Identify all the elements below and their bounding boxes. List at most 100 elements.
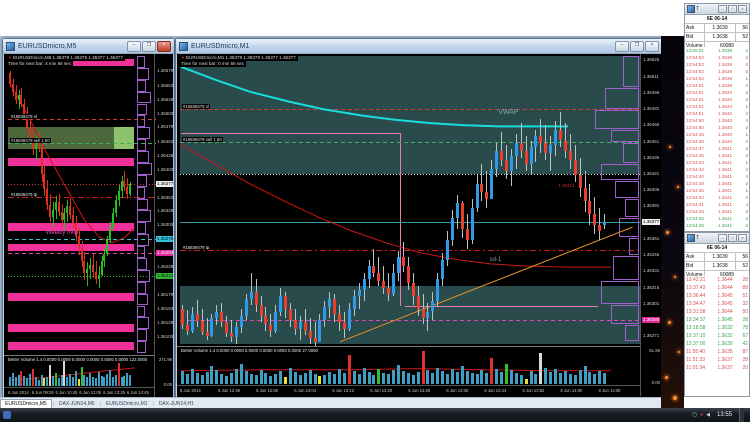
chart-tab[interactable]: EURUSDmicro,M1 bbox=[105, 400, 148, 407]
tns-tape[interactable]: 13:55:01 1.3639 2 13:54:52 1.3639 2 13:54:52 1.… bbox=[685, 47, 749, 231]
volume-bar bbox=[74, 370, 77, 386]
volume-bar bbox=[244, 370, 248, 384]
candle bbox=[190, 313, 194, 331]
tns-tape[interactable]: 13:42:21 1.3644 28 13:37:43 1.3644 89 13:36:44… bbox=[685, 276, 749, 396]
system-clock[interactable]: 13:55 bbox=[716, 412, 732, 418]
ohlc-overlay: ▼EURUSDmicro,M1 1.36379 1.36379 1.36377 … bbox=[179, 55, 298, 61]
close-button[interactable]: × bbox=[738, 5, 747, 13]
time-tick: 6 Jun 10:45 bbox=[55, 390, 78, 395]
chart-plot[interactable] bbox=[180, 56, 641, 344]
minimize-button[interactable]: – bbox=[718, 234, 727, 242]
volume-profile-box bbox=[137, 269, 150, 282]
chart-tab[interactable]: DAX-JUN14,M5 bbox=[58, 400, 95, 407]
time-tick: 6 Jun 09:25 bbox=[31, 390, 54, 395]
chart-dropdown-icon[interactable]: ▼ bbox=[181, 55, 185, 60]
candle-wick bbox=[196, 299, 198, 327]
restore-button[interactable]: ❐ bbox=[630, 40, 644, 52]
chart-plot[interactable] bbox=[8, 56, 156, 353]
price-tick: 1.36406 bbox=[643, 187, 660, 193]
maximize-button[interactable]: □ bbox=[728, 234, 737, 242]
volume-bar bbox=[269, 376, 273, 384]
tab-separator: | bbox=[152, 400, 154, 407]
volume-bar bbox=[392, 369, 395, 384]
candle bbox=[254, 292, 258, 305]
candle bbox=[185, 324, 189, 331]
price-tick: 1.36377 bbox=[156, 181, 173, 188]
candle bbox=[328, 298, 332, 308]
left-chart-window[interactable]: EURUSDmicro,M5 – ❐ × ▼EURUSDmicro,M5 1.3… bbox=[2, 38, 175, 399]
time-tick: 6 Jun 13:52 bbox=[522, 388, 545, 393]
tns-chart-icon[interactable] bbox=[687, 5, 695, 13]
taskbar-app-icon[interactable] bbox=[3, 411, 11, 419]
candle bbox=[205, 332, 209, 337]
time-tick: 6 Jun 14:00 bbox=[560, 388, 583, 393]
tray-alert-icon[interactable]: ● bbox=[700, 412, 704, 418]
volume-bar bbox=[37, 380, 40, 386]
candle bbox=[333, 298, 337, 314]
window-titlebar[interactable]: EURUSDmicro,M5 – ❐ × bbox=[3, 39, 174, 54]
window-titlebar[interactable]: EURUSDmicro,M1 – ❐ × bbox=[176, 39, 662, 54]
ts-row: 13:54:48 1.3640 2 bbox=[686, 139, 748, 144]
volume-bar bbox=[563, 370, 567, 384]
price-tick: 1.36103 bbox=[157, 334, 173, 340]
volume-bar bbox=[29, 373, 31, 386]
candle bbox=[534, 136, 538, 147]
candle-wick bbox=[231, 320, 233, 342]
center-chart-window[interactable]: EURUSDmicro,M1 – ❐ × ▼EURUSDmicro,M1 1.3… bbox=[175, 38, 663, 399]
axis-divider bbox=[4, 387, 154, 388]
volume-bar bbox=[450, 368, 454, 384]
volume-bar bbox=[578, 369, 582, 384]
price-tick: 1.36466 bbox=[643, 122, 660, 128]
minimize-button[interactable]: – bbox=[615, 40, 629, 52]
volume-bar bbox=[382, 373, 386, 384]
tns-titlebar[interactable]: T – □ × bbox=[685, 233, 749, 396]
chart-dropdown-icon[interactable]: ▼ bbox=[8, 55, 12, 60]
taskbar[interactable]: ▢ ● ◀ 13:55 bbox=[0, 408, 750, 422]
restore-button[interactable]: ❐ bbox=[142, 40, 156, 52]
ts-row: 11:55:40 1.3635 87 bbox=[686, 349, 748, 355]
show-desktop-button[interactable] bbox=[739, 408, 744, 422]
chart-tab[interactable]: EURUSDmicro,M5 bbox=[0, 398, 52, 409]
volume-bar bbox=[539, 353, 543, 384]
volume-bar bbox=[347, 355, 351, 384]
candle bbox=[308, 331, 312, 338]
price-tick: 1.36346 bbox=[643, 252, 660, 258]
volume-profile-box bbox=[595, 110, 639, 129]
volume-bar bbox=[519, 375, 523, 384]
tray-window-icon[interactable]: ▢ bbox=[692, 412, 698, 418]
minimize-button[interactable]: – bbox=[127, 40, 141, 52]
volume-bar bbox=[446, 374, 449, 384]
maximize-button[interactable]: □ bbox=[728, 5, 737, 13]
tns-window-bottom[interactable]: T – □ × 6E 06-14 Ask 1.3639 56 Bid 1.3638 52… bbox=[684, 232, 750, 397]
city-light bbox=[677, 186, 679, 188]
system-tray[interactable]: ▢ ● ◀ 13:55 bbox=[692, 408, 750, 422]
volume-profile-box bbox=[615, 180, 639, 198]
ts-row: 13:54:50 1.3640 2 bbox=[686, 125, 748, 130]
close-button[interactable]: × bbox=[157, 40, 171, 52]
volume-bar bbox=[352, 370, 356, 384]
price-tick: 1.36553 bbox=[157, 82, 173, 88]
order-line bbox=[180, 141, 641, 143]
price-tick: 1.36253 bbox=[156, 250, 173, 257]
minimize-button[interactable]: – bbox=[718, 5, 727, 13]
tns-chart-icon[interactable] bbox=[687, 234, 695, 242]
time-tick: 6 Jun 13:25 bbox=[103, 390, 125, 395]
close-button[interactable]: × bbox=[645, 40, 659, 52]
candle bbox=[264, 315, 268, 325]
chart-tab[interactable]: DAX-JUN14,H1 bbox=[158, 400, 194, 407]
ts-row: 13:34:47 1.3645 32 bbox=[686, 301, 748, 307]
sr-zone bbox=[8, 293, 134, 301]
bar-timer-overlay: Time for next bar: 0 min 56 sec bbox=[179, 61, 247, 67]
tns-titlebar[interactable]: T – □ × bbox=[685, 4, 749, 231]
center-chart-content[interactable]: ▼EURUSDmicro,M1 1.36379 1.36379 1.36377 … bbox=[177, 54, 661, 397]
candle bbox=[279, 296, 283, 312]
tns-window-top[interactable]: T – □ × 6E 06-14 Ask 1.3639 56 Bid 1.3638 52… bbox=[684, 3, 750, 232]
volume-bar bbox=[416, 371, 420, 384]
close-button[interactable]: × bbox=[738, 234, 747, 242]
left-chart-content[interactable]: ▼EURUSDmicro,M5 1.36379 1.36379 1.36377 … bbox=[4, 54, 173, 397]
city-light bbox=[673, 396, 677, 400]
volume-bar bbox=[117, 363, 120, 386]
price-tick: 1.36228 bbox=[157, 264, 173, 270]
tray-volume-icon[interactable]: ◀ bbox=[706, 412, 710, 418]
